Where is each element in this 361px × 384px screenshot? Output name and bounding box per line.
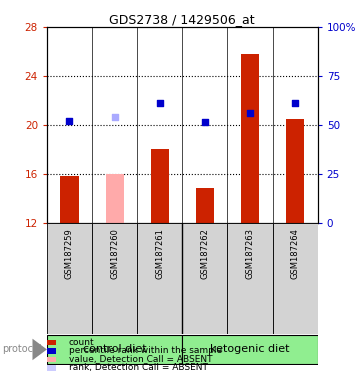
Bar xyxy=(227,223,273,334)
Bar xyxy=(196,189,214,223)
Point xyxy=(202,119,208,126)
Text: count: count xyxy=(69,338,94,347)
Polygon shape xyxy=(32,339,47,360)
Point xyxy=(292,100,298,106)
Text: rank, Detection Call = ABSENT: rank, Detection Call = ABSENT xyxy=(69,363,208,372)
Text: GSM187264: GSM187264 xyxy=(291,228,300,279)
Text: GSM187261: GSM187261 xyxy=(155,228,164,279)
Point xyxy=(157,100,162,106)
Bar xyxy=(286,119,304,223)
Point xyxy=(67,118,73,124)
Point xyxy=(112,114,118,121)
Text: ketogenic diet: ketogenic diet xyxy=(210,344,290,354)
Bar xyxy=(273,223,318,334)
Bar xyxy=(137,223,182,334)
Bar xyxy=(151,149,169,223)
Text: control diet: control diet xyxy=(83,344,147,354)
Bar xyxy=(92,223,137,334)
Text: protocol: protocol xyxy=(2,344,42,354)
Bar xyxy=(47,223,92,334)
Text: percentile rank within the sample: percentile rank within the sample xyxy=(69,346,222,356)
Title: GDS2738 / 1429506_at: GDS2738 / 1429506_at xyxy=(109,13,255,26)
Text: GSM187260: GSM187260 xyxy=(110,228,119,279)
Bar xyxy=(241,54,259,223)
Text: value, Detection Call = ABSENT: value, Detection Call = ABSENT xyxy=(69,355,212,364)
Bar xyxy=(61,176,79,223)
Bar xyxy=(182,223,227,334)
Bar xyxy=(182,335,318,364)
Bar xyxy=(47,335,182,364)
Text: GSM187263: GSM187263 xyxy=(245,228,255,279)
Text: GSM187259: GSM187259 xyxy=(65,228,74,279)
Point xyxy=(247,109,253,116)
Bar xyxy=(105,174,123,223)
Text: GSM187262: GSM187262 xyxy=(200,228,209,279)
